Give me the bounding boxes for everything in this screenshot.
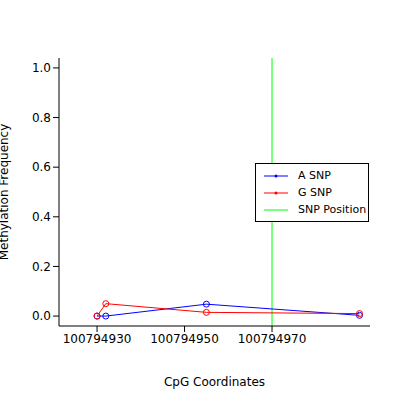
html-text:A SNP: A SNP <box>298 169 331 182</box>
svg-text:100794930: 100794930 <box>63 332 132 346</box>
svg-text:1.0: 1.0 <box>32 61 51 75</box>
html-text:G SNP: G SNP <box>298 186 332 199</box>
svg-text:0.4: 0.4 <box>32 210 51 224</box>
svg-text:100794970: 100794970 <box>238 332 307 346</box>
svg-text:0.0: 0.0 <box>32 309 51 323</box>
svg-text:0.6: 0.6 <box>32 160 51 174</box>
svg-text:100794950: 100794950 <box>150 332 219 346</box>
svg-text:CpG Coordinates: CpG Coordinates <box>164 375 265 389</box>
svg-text:Methylation Frequency: Methylation Frequency <box>8 124 11 261</box>
svg-text:0.8: 0.8 <box>32 111 51 125</box>
svg-text:0.2: 0.2 <box>32 260 51 274</box>
html-text:SNP Position: SNP Position <box>298 203 367 216</box>
